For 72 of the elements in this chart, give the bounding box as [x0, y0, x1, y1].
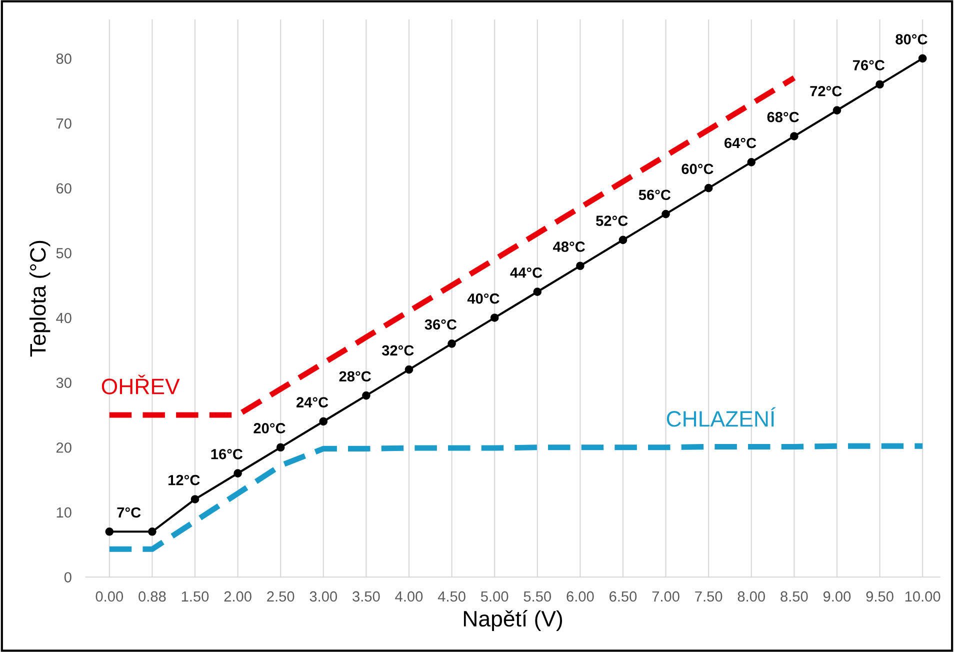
data-label: 36°C — [424, 319, 457, 330]
y-tick-label: 40 — [56, 312, 72, 324]
point — [876, 80, 884, 89]
data-label: 44°C — [510, 267, 542, 278]
data-label: 64°C — [724, 138, 756, 148]
data-label: 68°C — [767, 112, 799, 122]
point — [832, 106, 842, 114]
data-label: 32°C — [382, 345, 414, 356]
data-label: 60°C — [682, 164, 714, 174]
data-label: 40°C — [467, 293, 500, 304]
data-label: 76°C — [852, 60, 885, 70]
point — [490, 314, 499, 322]
x-tick-label: 7.50 — [695, 591, 722, 602]
point — [790, 132, 798, 140]
x-tick-label: 3.00 — [310, 591, 338, 602]
x-axis-title: Napětí (V) — [464, 610, 562, 632]
point — [148, 527, 156, 536]
point — [918, 54, 927, 63]
point — [234, 469, 242, 478]
point — [704, 184, 713, 192]
data-label: 28°C — [339, 371, 371, 382]
data-label: 80°C — [896, 34, 928, 44]
series-label: OHŘEV — [102, 374, 180, 394]
point — [576, 262, 584, 270]
point — [190, 495, 200, 504]
x-tick-label: 0.00 — [96, 591, 124, 602]
point — [448, 340, 456, 348]
y-tick-label: 80 — [56, 54, 72, 64]
x-tick-label: 10.00 — [905, 591, 940, 602]
y-tick-label: 0 — [64, 572, 72, 582]
x-tick-label: 3.50 — [352, 591, 380, 602]
point — [662, 210, 670, 218]
x-tick-label: 0.88 — [138, 591, 166, 602]
point — [276, 443, 285, 452]
y-tick-label: 20 — [56, 442, 72, 453]
data-label: 12°C — [168, 474, 200, 486]
x-tick-label: 8.50 — [780, 591, 808, 602]
y-tick-label: 10 — [56, 507, 72, 518]
data-label: 16°C — [211, 448, 243, 460]
point — [533, 288, 542, 296]
point — [618, 236, 628, 244]
x-tick-label: 5.00 — [480, 591, 508, 602]
data-label: 7°C — [117, 507, 141, 518]
x-tick-label: 9.00 — [823, 591, 851, 602]
x-tick-label: 4.50 — [438, 591, 466, 602]
x-tick-label: 4.00 — [395, 591, 423, 602]
y-tick-label: 60 — [56, 183, 72, 194]
x-tick-label: 9.50 — [866, 591, 894, 602]
point — [747, 158, 756, 166]
x-tick-label: 6.50 — [610, 591, 637, 602]
y-axis-title: Teplota (°C) — [29, 240, 50, 357]
x-tick-label: 1.50 — [182, 591, 209, 602]
data-label: 72°C — [810, 86, 842, 96]
y-tick-label: 50 — [56, 248, 72, 258]
data-label: 48°C — [553, 242, 585, 252]
data-label: 20°C — [254, 423, 286, 434]
x-tick-label: 2.50 — [267, 591, 294, 602]
x-tick-label: 7.00 — [652, 591, 680, 602]
x-tick-label: 6.00 — [566, 591, 594, 602]
x-tick-label: 5.50 — [524, 591, 552, 602]
x-tick-label: 8.00 — [738, 591, 765, 602]
y-tick-label: 30 — [56, 378, 72, 388]
data-label: 56°C — [638, 190, 671, 200]
data-label: 52°C — [596, 216, 628, 226]
point — [404, 365, 414, 374]
point — [362, 391, 370, 400]
x-tick-label: 2.00 — [224, 591, 252, 602]
data-label: 24°C — [296, 397, 328, 408]
y-tick-label: 70 — [56, 118, 72, 129]
point — [319, 417, 328, 426]
series-label: CHLAZENÍ — [666, 407, 776, 427]
point — [105, 527, 114, 536]
